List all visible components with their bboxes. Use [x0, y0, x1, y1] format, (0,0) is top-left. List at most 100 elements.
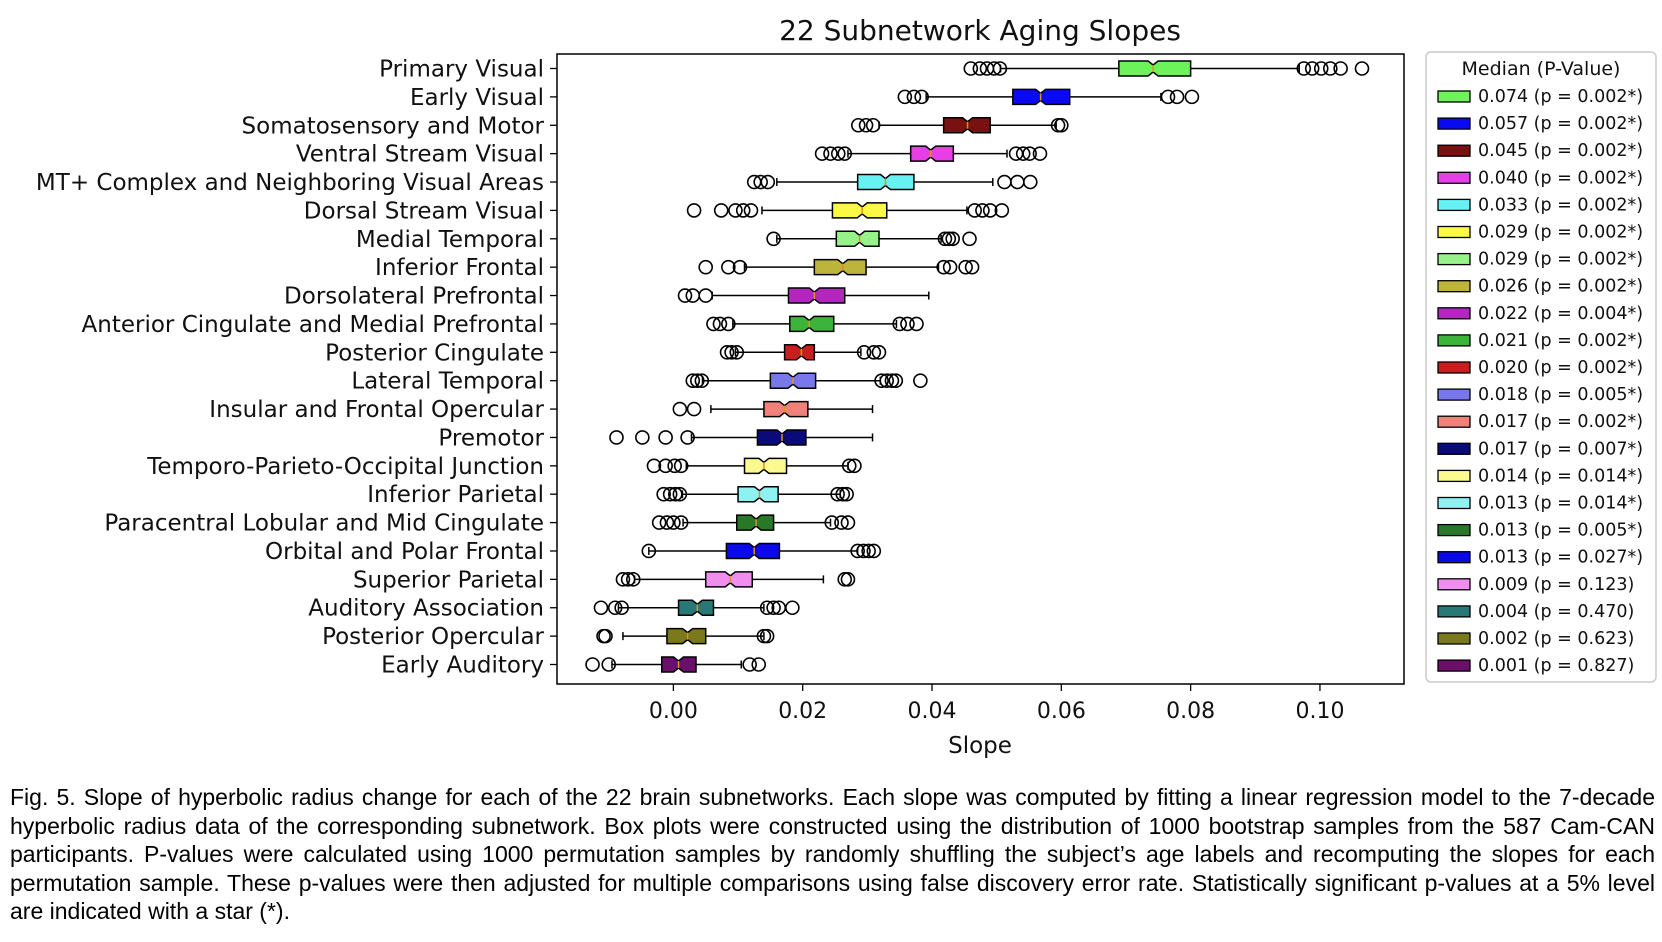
iqr-box [831, 202, 888, 219]
y-tick-label: Dorsolateral Prefrontal [284, 284, 544, 310]
legend-entry: 0.001 (p = 0.827) [1478, 656, 1634, 676]
outlier-point [858, 117, 874, 133]
box-14 [609, 429, 874, 446]
outlier-point [666, 515, 681, 530]
y-tick-label: Inferior Frontal [375, 255, 544, 281]
iqr-box [735, 514, 775, 531]
iqr-box [666, 627, 707, 645]
outlier-point [900, 316, 915, 332]
outlier-point [909, 316, 924, 332]
outlier-point [735, 203, 751, 218]
legend-swatch [1437, 171, 1471, 184]
box-11 [719, 344, 887, 361]
iqr-box [783, 344, 816, 361]
y-tick-label: Early Visual [410, 85, 544, 111]
outlier-point [941, 231, 957, 247]
y-tick-label: Ventral Stream Visual [296, 142, 544, 168]
y-tick-label: Auditory Association [308, 596, 544, 622]
outlier-point [651, 515, 667, 530]
outlier-point [694, 373, 710, 388]
y-tick-label: Superior Parietal [353, 567, 544, 593]
outlier-point [972, 61, 988, 76]
outlier-point [879, 373, 895, 388]
outlier-point [732, 259, 748, 275]
box-3 [850, 117, 1069, 134]
legend-entry: 0.026 (p = 0.002*) [1478, 277, 1643, 297]
outlier-point [1032, 146, 1048, 161]
legend-swatch [1437, 388, 1471, 401]
outlier-point [856, 543, 871, 559]
outlier-point [713, 203, 729, 218]
chart-title: 22 Subnetwork Aging Slopes [779, 14, 1181, 47]
legend-swatch [1437, 225, 1471, 239]
outlier-point [614, 600, 629, 616]
outlier-point [785, 600, 800, 616]
outlier-point [1313, 61, 1329, 76]
legend-entry: 0.033 (p = 0.002*) [1478, 195, 1643, 215]
box-1 [963, 60, 1370, 77]
x-tick-label: 0.08 [1166, 699, 1215, 724]
outlier-point [986, 61, 1002, 76]
y-tick-label: Orbital and Polar Frontal [265, 539, 544, 565]
outlier-point [906, 89, 922, 105]
legend-entry: 0.040 (p = 0.002*) [1478, 168, 1643, 188]
outlier-point [847, 458, 862, 474]
iqr-box [704, 571, 754, 588]
x-axis-ticks: 0.00 0.02 0.04 0.06 0.08 0.10 [649, 684, 1344, 724]
boxplot-chart: 22 Subnetwork Aging Slopes Primary Visua… [36, 14, 1657, 759]
outlier-point [724, 345, 739, 360]
legend-swatch [1437, 659, 1471, 672]
outlier-point [914, 89, 929, 105]
outlier-point [837, 572, 853, 587]
outlier-point [1015, 146, 1031, 161]
outlier-point [673, 458, 689, 474]
outlier-point [656, 486, 671, 502]
outlier-point [607, 600, 623, 616]
outlier-point [892, 316, 907, 332]
box-4 [814, 145, 1048, 162]
legend-swatch [1437, 280, 1471, 293]
outlier-point [766, 231, 781, 247]
outlier-point [728, 203, 743, 218]
outlier-point [830, 486, 845, 502]
outlier-point [837, 146, 853, 161]
outlier-point [646, 458, 662, 474]
outlier-point [751, 657, 767, 672]
outlier-point [672, 401, 688, 417]
outlier-point [1296, 61, 1312, 76]
legend-entry: 0.002 (p = 0.623) [1478, 629, 1634, 649]
outlier-point [743, 203, 759, 218]
y-tick-label: Lateral Temporal [351, 369, 544, 395]
iqr-box [787, 287, 846, 304]
iqr-box [813, 258, 867, 276]
outlier-point [673, 515, 689, 530]
legend-entry: 0.013 (p = 0.027*) [1478, 548, 1643, 568]
outlier-point [840, 515, 856, 530]
outlier-point [850, 543, 865, 559]
outlier-point [635, 430, 650, 445]
box-10 [706, 315, 924, 333]
x-tick-label: 0.02 [778, 699, 827, 724]
outlier-point [865, 117, 881, 133]
outlier-point [997, 174, 1012, 190]
y-tick-label: Inferior Parietal [367, 482, 544, 508]
outlier-point [814, 146, 830, 161]
iqr-box [1118, 60, 1192, 77]
legend-entry: 0.004 (p = 0.470) [1478, 602, 1634, 622]
outlier-point [897, 89, 913, 105]
outlier-point [850, 117, 866, 133]
outlier-point [685, 288, 701, 303]
axes-frame [556, 53, 1405, 685]
outlier-point [1022, 146, 1037, 161]
outlier-point [729, 345, 745, 360]
legend-swatch [1437, 578, 1471, 591]
legend-entry: 0.029 (p = 0.002*) [1478, 223, 1643, 243]
outlier-point [1333, 61, 1348, 76]
y-tick-label: Medial Temporal [356, 227, 544, 253]
figure-caption: Fig. 5. Slope of hyperbolic radius chang… [10, 784, 1655, 924]
outlier-point [609, 430, 624, 445]
outlier-point [958, 259, 973, 275]
outlier-point [593, 600, 609, 616]
outlier-point [884, 373, 900, 388]
legend-swatch [1437, 523, 1471, 537]
